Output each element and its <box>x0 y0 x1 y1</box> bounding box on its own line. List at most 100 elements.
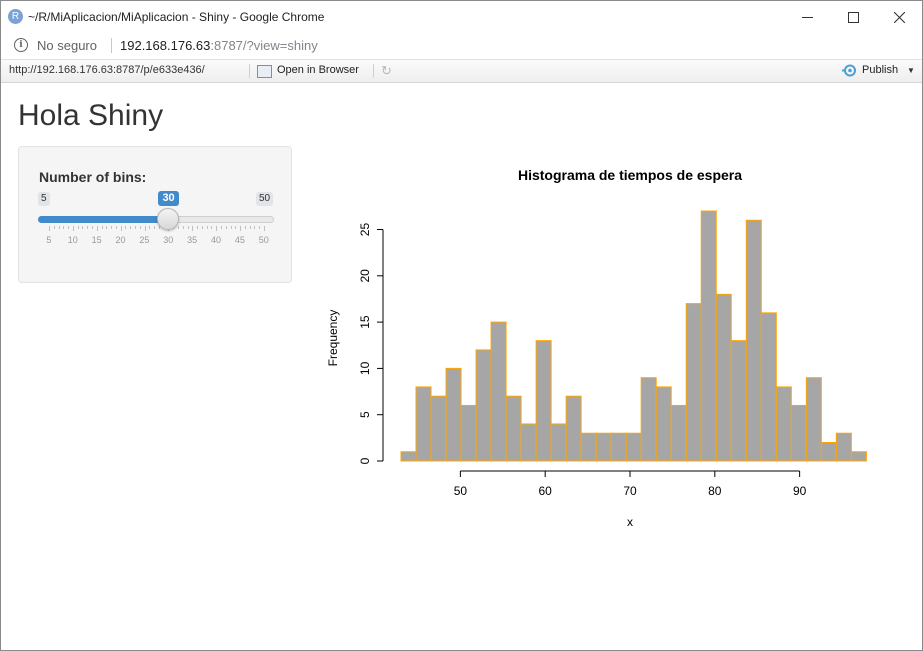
histogram-bar <box>490 321 507 462</box>
slider-handle[interactable] <box>157 208 180 230</box>
slider-minor-tick <box>225 226 227 229</box>
slider-tick-label: 30 <box>163 235 174 245</box>
slider-tick-label: 40 <box>211 235 222 245</box>
security-label[interactable]: No seguro <box>37 38 97 53</box>
slider-minor-tick <box>77 226 79 229</box>
x-tick-label: 90 <box>793 484 807 498</box>
refresh-icon[interactable]: ↻ <box>381 63 392 78</box>
address-bar[interactable]: i No seguro 192.168.176.63:8787/?view=sh… <box>1 33 922 60</box>
slider-minor-tick <box>149 226 151 229</box>
url-text[interactable]: 192.168.176.63:8787/?view=shiny <box>120 38 318 53</box>
slider-tick-label: 45 <box>234 235 245 245</box>
slider-tick-label: 5 <box>46 235 52 245</box>
slider-minor-tick <box>139 226 141 229</box>
minimize-button[interactable] <box>784 1 830 33</box>
slider-tick-label: 20 <box>115 235 126 245</box>
slider-major-tick <box>216 226 218 231</box>
maximize-button[interactable] <box>830 1 876 33</box>
slider-minor-tick <box>201 226 203 229</box>
slider-major-tick <box>96 226 98 231</box>
slider-minor-tick <box>111 226 113 229</box>
histogram-bar <box>550 423 567 462</box>
y-tick-label: 5 <box>358 411 372 418</box>
histogram-bar <box>580 432 597 462</box>
sidebar-panel: Number of bins: 5 50 30 5 10 15 20 25 30 35 40 4… <box>18 146 292 283</box>
y-tick-label: 20 <box>358 269 372 283</box>
viewer-url: http://192.168.176.63:8787/p/e633e436/ <box>9 64 205 76</box>
histogram-bar <box>850 451 867 462</box>
slider-minor-tick <box>235 226 237 229</box>
url-rest: :8787/?view=shiny <box>210 38 318 53</box>
histogram-bar <box>700 210 717 462</box>
chevron-down-icon[interactable]: ▼ <box>907 66 915 75</box>
y-axis-label: Frequency <box>326 310 340 367</box>
slider-minor-tick <box>244 226 246 229</box>
slider-track-fill[interactable] <box>38 216 169 223</box>
address-separator <box>111 38 112 53</box>
slider-minor-tick <box>230 226 232 229</box>
close-icon <box>893 11 905 24</box>
slider-minor-tick <box>87 226 89 229</box>
slider-minor-tick <box>92 226 93 229</box>
slider-minor-tick <box>106 226 108 229</box>
chart-title: Histograma de tiempos de espera <box>518 167 742 183</box>
slider-minor-tick <box>154 226 156 229</box>
slider-value-label: 30 <box>158 191 179 206</box>
x-tick-label: 70 <box>623 484 637 498</box>
x-axis-label: x <box>627 515 633 529</box>
slider-minor-tick <box>130 226 132 229</box>
maximize-icon <box>847 12 859 23</box>
slider-major-tick <box>144 226 146 231</box>
slider-label: Number of bins: <box>39 169 147 185</box>
page-title: Hola Shiny <box>18 99 164 132</box>
slider-minor-tick <box>101 226 103 229</box>
publish-icon[interactable] <box>842 64 858 77</box>
open-in-browser-button[interactable]: Open in Browser <box>277 64 359 76</box>
toolbar-separator <box>373 64 374 78</box>
histogram-bar <box>475 349 492 462</box>
close-button[interactable] <box>876 1 922 33</box>
histogram-bar <box>460 404 477 462</box>
histogram-bar <box>445 367 462 462</box>
slider-major-tick <box>120 226 122 231</box>
histogram-bar <box>835 432 852 462</box>
histogram-bar <box>745 219 762 462</box>
histogram-bar <box>625 432 642 462</box>
x-tick-label: 60 <box>539 484 553 498</box>
histogram-bar <box>430 395 447 462</box>
open-in-browser-icon[interactable] <box>257 65 272 78</box>
slider-minor-tick <box>82 226 84 229</box>
histogram-bar <box>655 386 672 462</box>
x-tick-label: 80 <box>708 484 722 498</box>
slider-major-tick <box>192 226 194 231</box>
slider-max-label: 50 <box>256 192 274 206</box>
y-tick-label: 10 <box>358 361 372 375</box>
histogram-bar <box>730 340 747 462</box>
slider-minor-tick <box>211 226 213 229</box>
publish-button[interactable]: Publish <box>862 64 899 76</box>
slider-minor-tick <box>249 226 251 229</box>
y-tick-label: 25 <box>358 223 372 237</box>
histogram-bar <box>715 293 732 462</box>
histogram-bar <box>415 386 432 462</box>
histogram-bar <box>790 404 807 462</box>
info-icon[interactable]: i <box>14 38 28 52</box>
slider-minor-tick <box>187 226 189 229</box>
slider-minor-tick <box>63 226 65 229</box>
histogram-bar <box>400 451 417 462</box>
histogram-bar <box>535 340 552 462</box>
slider-minor-tick <box>178 226 179 229</box>
minimize-icon <box>801 17 813 18</box>
rstudio-icon: R <box>8 9 23 24</box>
histogram-bar <box>565 395 582 462</box>
toolbar-separator <box>249 64 250 78</box>
title-bar: R ~/R/MiAplicacion/MiAplicacion - Shiny … <box>1 1 922 33</box>
slider-tick-label: 25 <box>139 235 150 245</box>
slider-major-tick <box>264 226 265 231</box>
y-tick-label: 0 <box>358 457 372 464</box>
slider-minor-tick <box>125 226 127 229</box>
slider-minor-tick <box>259 226 261 229</box>
slider-minor-tick <box>197 226 199 229</box>
